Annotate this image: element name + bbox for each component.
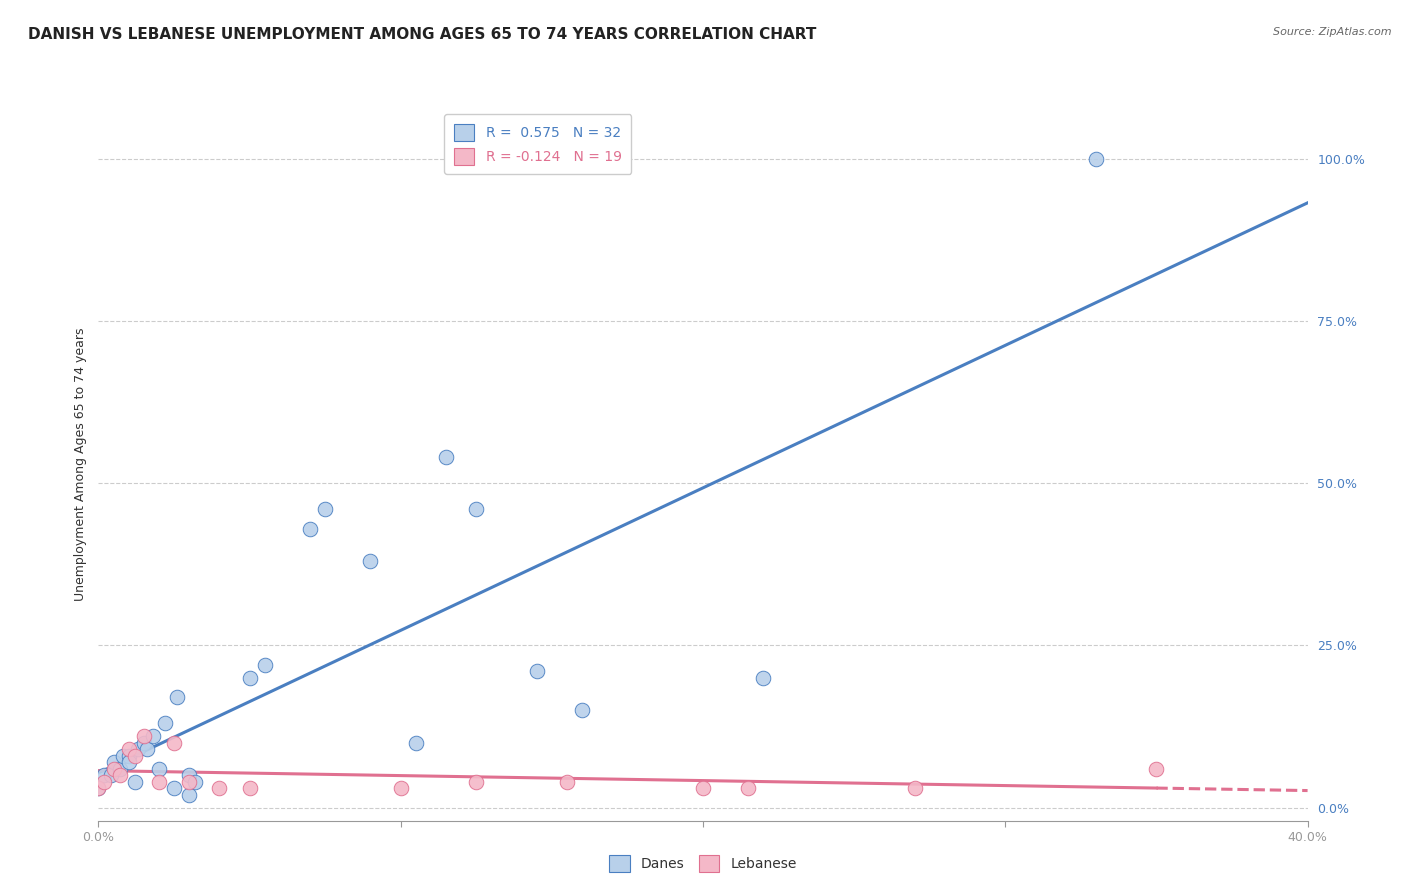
Point [177,774,201,789]
Point [526,665,548,679]
Point [118,756,141,770]
Point [405,736,427,750]
Point [253,657,276,672]
Point [571,703,593,717]
Point [148,762,170,776]
Point [93,774,115,789]
Point [1144,762,1167,776]
Point [389,781,412,796]
Text: DANISH VS LEBANESE UNEMPLOYMENT AMONG AGES 65 TO 74 YEARS CORRELATION CHART: DANISH VS LEBANESE UNEMPLOYMENT AMONG AG… [28,27,817,42]
Point [118,748,141,763]
Point [108,762,131,776]
Point [904,781,927,796]
Point [555,774,578,789]
Point [111,748,134,763]
Point [465,774,488,789]
Point [124,774,146,789]
Point [103,756,125,770]
Point [135,742,157,756]
Point [148,774,170,789]
Point [465,502,488,516]
Point [163,781,186,796]
Point [737,781,759,796]
Point [87,781,110,796]
Point [100,768,122,782]
Point [166,690,188,705]
Point [132,736,155,750]
Point [124,748,146,763]
Point [434,450,457,465]
Point [1085,152,1108,166]
Point [118,742,141,756]
Point [163,736,186,750]
Point [692,781,714,796]
Point [208,781,231,796]
Point [239,671,262,685]
Text: Source: ZipAtlas.com: Source: ZipAtlas.com [1274,27,1392,37]
Point [184,774,207,789]
Legend: Danes, Lebanese: Danes, Lebanese [603,850,803,878]
Point [360,554,382,568]
Point [239,781,262,796]
Point [314,502,336,516]
Point [177,788,201,802]
Point [103,762,125,776]
Point [93,768,115,782]
Point [153,716,176,731]
Point [87,781,110,796]
Point [142,729,165,743]
Point [299,522,322,536]
Point [132,729,155,743]
Point [127,742,149,756]
Point [177,768,201,782]
Point [752,671,775,685]
Y-axis label: Unemployment Among Ages 65 to 74 years: Unemployment Among Ages 65 to 74 years [75,327,87,600]
Point [108,768,131,782]
